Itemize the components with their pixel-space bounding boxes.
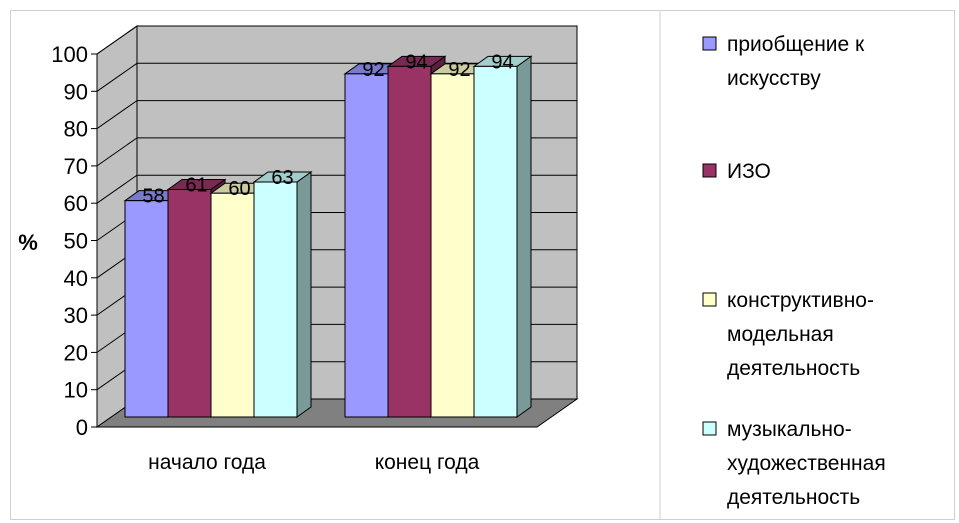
y-tick-label: 40 — [64, 266, 88, 291]
bar-front — [167, 188, 212, 418]
bar-front — [253, 181, 298, 418]
y-tick-labels: 0 10 20 30 40 50 60 70 80 90 100 — [51, 42, 97, 440]
gridline-side — [96, 62, 138, 92]
legend-label: приобщение к — [727, 33, 865, 56]
bar — [252, 171, 313, 418]
bar-front — [210, 192, 255, 418]
legend-item: музыкально-художественная деятельность — [702, 418, 886, 509]
legend-item: приобщение к искусству — [702, 33, 865, 90]
x-category-labels: начало года конец года — [148, 451, 480, 474]
legend-item: ИЗО — [702, 160, 771, 183]
legend-label: ИЗО — [727, 160, 771, 183]
gridline-side — [96, 137, 138, 167]
bar — [472, 55, 533, 418]
gridline-side — [96, 25, 138, 55]
legend-label: деятельность — [727, 486, 860, 509]
y-tick-label: 70 — [64, 154, 88, 179]
y-axis-label: % — [18, 230, 38, 255]
legend-label: художественная — [727, 452, 886, 475]
data-label: 92 — [448, 59, 470, 81]
data-label: 58 — [142, 186, 164, 208]
bar-side — [296, 171, 312, 418]
x-category-label: конец года — [375, 451, 480, 474]
data-labels: 58 61 60 63 92 94 92 94 — [142, 51, 513, 207]
legend: приобщение к искусству ИЗО конструктивно-мо… — [659, 10, 886, 520]
legend-label: деятельность — [727, 357, 860, 380]
gridline-side — [96, 100, 138, 130]
bar-side — [516, 55, 532, 418]
legend-label: конструктивно- — [727, 289, 874, 312]
x-category-label: начало года — [148, 451, 266, 474]
legend-swatch — [702, 421, 717, 436]
bar-front — [473, 65, 518, 418]
bar-front — [124, 200, 169, 418]
bar-front — [387, 65, 432, 418]
legend-label: модельная — [727, 323, 834, 346]
gridline-side — [96, 174, 138, 204]
data-label: 63 — [271, 167, 293, 189]
bar-front — [344, 73, 389, 418]
bar-front — [430, 73, 475, 418]
legend-swatch — [702, 292, 717, 307]
bars — [123, 55, 533, 418]
y-tick-label: 10 — [64, 378, 88, 403]
data-label: 60 — [228, 178, 250, 200]
data-label: 94 — [405, 51, 427, 73]
y-tick-label: 80 — [64, 117, 88, 142]
y-tick-label: 90 — [64, 79, 88, 104]
legend-swatch — [702, 36, 717, 51]
y-tick-label: 20 — [64, 340, 88, 365]
data-label: 61 — [185, 174, 207, 196]
y-tick-label: 100 — [51, 42, 88, 67]
y-tick-label: 60 — [64, 191, 88, 216]
y-tick-label: 50 — [64, 229, 88, 254]
y-tick-label: 30 — [64, 303, 88, 328]
legend-swatch — [702, 163, 717, 178]
data-label: 94 — [491, 51, 513, 73]
data-label: 92 — [362, 59, 384, 81]
y-tick-label: 0 — [76, 415, 88, 440]
legend-item: конструктивно-модельная деятельность — [702, 289, 874, 380]
legend-label: искусству — [727, 67, 821, 90]
legend-label: музыкально- — [727, 418, 852, 441]
